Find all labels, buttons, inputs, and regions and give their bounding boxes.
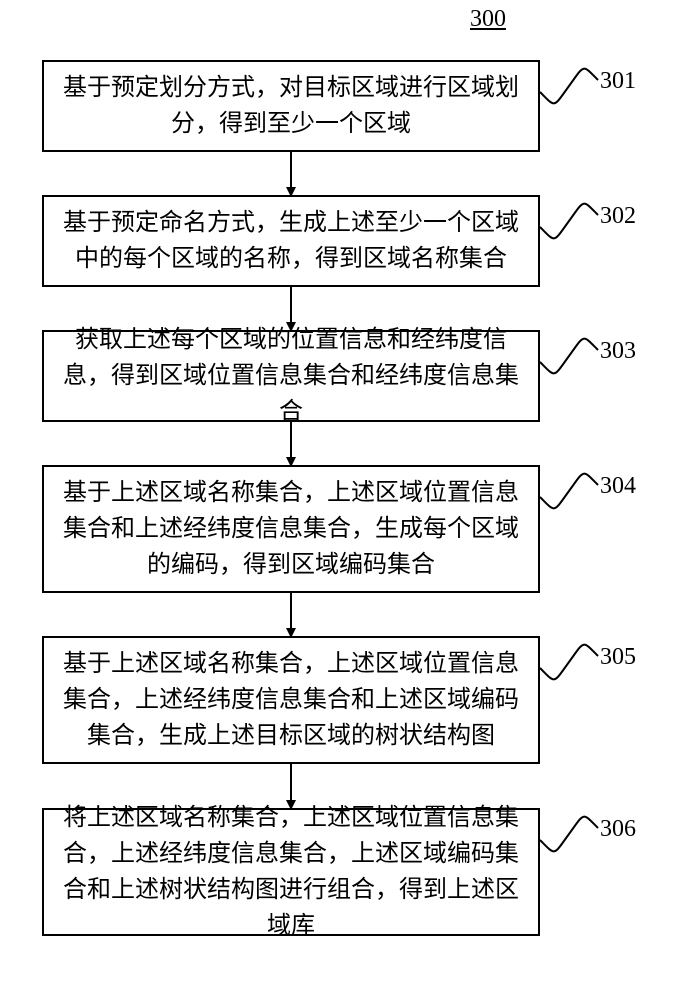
flow-step-3-text: 获取上述每个区域的位置信息和经纬度信息，得到区域位置信息集合和经纬度信息集合 <box>56 322 526 430</box>
step-label-304: 304 <box>600 473 636 500</box>
flow-step-2: 基于预定命名方式，生成上述至少一个区域中的每个区域的名称，得到区域名称集合 <box>42 195 540 287</box>
step-label-301: 301 <box>600 68 636 95</box>
step-label-305: 305 <box>600 644 636 671</box>
flow-step-1-text: 基于预定划分方式，对目标区域进行区域划分，得到至少一个区域 <box>56 70 526 142</box>
flow-step-1: 基于预定划分方式，对目标区域进行区域划分，得到至少一个区域 <box>42 60 540 152</box>
flow-step-6-text: 将上述区域名称集合，上述区域位置信息集合，上述经纬度信息集合，上述区域编码集合和… <box>56 800 526 944</box>
flow-step-3: 获取上述每个区域的位置信息和经纬度信息，得到区域位置信息集合和经纬度信息集合 <box>42 330 540 422</box>
flow-step-5-text: 基于上述区域名称集合，上述区域位置信息集合，上述经纬度信息集合和上述区域编码集合… <box>56 646 526 754</box>
step-label-306: 306 <box>600 816 636 843</box>
step-label-303: 303 <box>600 338 636 365</box>
flow-step-6: 将上述区域名称集合，上述区域位置信息集合，上述经纬度信息集合，上述区域编码集合和… <box>42 808 540 936</box>
flow-step-4-text: 基于上述区域名称集合，上述区域位置信息集合和上述经纬度信息集合，生成每个区域的编… <box>56 475 526 583</box>
flow-step-2-text: 基于预定命名方式，生成上述至少一个区域中的每个区域的名称，得到区域名称集合 <box>56 205 526 277</box>
flow-step-5: 基于上述区域名称集合，上述区域位置信息集合，上述经纬度信息集合和上述区域编码集合… <box>42 636 540 764</box>
figure-number: 300 <box>458 6 518 33</box>
step-label-302: 302 <box>600 203 636 230</box>
flow-step-4: 基于上述区域名称集合，上述区域位置信息集合和上述经纬度信息集合，生成每个区域的编… <box>42 465 540 593</box>
